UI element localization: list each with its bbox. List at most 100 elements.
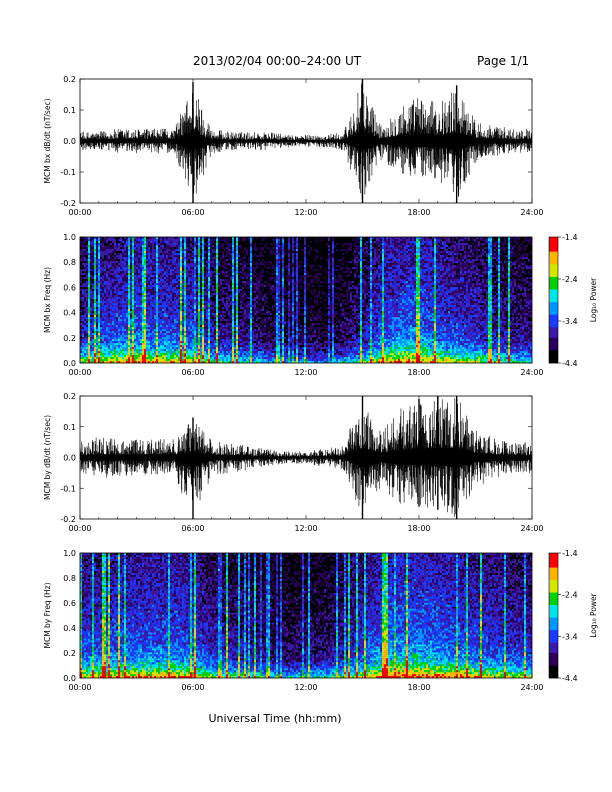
spectrogram-cell xyxy=(204,271,206,273)
spectrogram-cell xyxy=(152,299,154,301)
spectrogram-cell xyxy=(192,293,194,295)
spectrogram-cell xyxy=(146,285,148,287)
spectrogram-cell xyxy=(84,257,86,259)
spectrogram-cell xyxy=(130,307,132,309)
spectrogram-cell xyxy=(126,355,128,357)
spectrogram-cell xyxy=(196,339,198,341)
spectrogram-cell xyxy=(130,293,132,295)
spectrogram-cell xyxy=(186,311,188,313)
spectrogram-cell xyxy=(114,273,116,275)
spectrogram-cell xyxy=(216,245,218,247)
spectrogram-cell xyxy=(116,287,118,289)
spectrogram-cell xyxy=(144,245,146,247)
spectrogram-cell xyxy=(194,327,196,329)
spectrogram-cell xyxy=(106,273,108,275)
spectrogram-cell xyxy=(172,351,174,353)
spectrogram-cell xyxy=(164,357,166,359)
spectrogram-cell xyxy=(180,359,182,361)
spectrogram-cell xyxy=(168,321,170,323)
spectrogram-cell xyxy=(100,311,102,313)
spectrogram-cell xyxy=(214,241,216,243)
spectrogram-cell xyxy=(166,259,168,261)
spectrogram-cell xyxy=(136,331,138,333)
spectrogram-cell xyxy=(156,303,158,305)
spectrogram-cell xyxy=(154,311,156,313)
spectrogram-cell xyxy=(174,303,176,305)
spectrogram-cell xyxy=(88,247,90,249)
spectrogram-cell xyxy=(170,359,172,361)
spectrogram-cell xyxy=(202,329,204,331)
spectrogram-cell xyxy=(192,309,194,311)
spectrogram-cell xyxy=(96,287,98,289)
spectrogram-cell xyxy=(100,267,102,269)
spectrogram-cell xyxy=(82,251,84,253)
spectrogram-cell xyxy=(208,313,210,315)
spectrogram-cell xyxy=(88,333,90,335)
spectrogram-cell xyxy=(106,359,108,361)
spectrogram-cell xyxy=(196,287,198,289)
spectrogram-cell xyxy=(142,285,144,287)
spectrogram-cell xyxy=(156,247,158,249)
spectrogram-cell xyxy=(90,307,92,309)
spectrogram-cell xyxy=(204,255,206,257)
spectrogram-cell xyxy=(128,311,130,313)
spectrogram-cell xyxy=(136,257,138,259)
spectrogram-cell xyxy=(166,267,168,269)
spectrogram-cell xyxy=(144,321,146,323)
spectrogram-cell xyxy=(158,249,160,251)
spectrogram-cell xyxy=(176,287,178,289)
spectrogram-cell xyxy=(144,357,146,359)
spectrogram-cell xyxy=(104,287,106,289)
spectrogram-cell xyxy=(206,267,208,269)
spectrogram-cell xyxy=(206,341,208,343)
spectrogram-cell xyxy=(118,309,120,311)
spectrogram-cell xyxy=(128,259,130,261)
spectrogram-cell xyxy=(156,351,158,353)
spectrogram-cell xyxy=(128,321,130,323)
spectrogram-cell xyxy=(128,303,130,305)
spectrogram-cell xyxy=(186,285,188,287)
spectrogram-cell xyxy=(104,295,106,297)
spectrogram-cell xyxy=(178,287,180,289)
spectrogram-cell xyxy=(198,301,200,303)
spectrogram-cell xyxy=(160,299,162,301)
spectrogram-cell xyxy=(92,271,94,273)
spectrogram-cell xyxy=(148,303,150,305)
spectrogram-cell xyxy=(174,333,176,335)
spectrogram-cell xyxy=(162,265,164,267)
spectrogram-cell xyxy=(118,255,120,257)
spectrogram-cell xyxy=(194,285,196,287)
spectrogram-cell xyxy=(108,327,110,329)
spectrogram-cell xyxy=(116,269,118,271)
spectrogram-cell xyxy=(210,323,212,325)
spectrogram-cell xyxy=(158,283,160,285)
spectrogram-cell xyxy=(116,337,118,339)
spectrogram-cell xyxy=(104,353,106,355)
spectrogram-cell xyxy=(92,291,94,293)
spectrogram-cell xyxy=(142,243,144,245)
spectrogram-cell xyxy=(188,341,190,343)
spectrogram-cell xyxy=(222,305,224,307)
spectrogram-cell xyxy=(210,325,212,327)
spectrogram-cell xyxy=(208,331,210,333)
spectrogram-cell xyxy=(114,243,116,245)
spectrogram-cell xyxy=(162,331,164,333)
spectrogram-cell xyxy=(196,335,198,337)
spectrogram-cell xyxy=(192,337,194,339)
spectrogram-cell xyxy=(196,327,198,329)
spectrogram-cell xyxy=(110,335,112,337)
spectrogram-cell xyxy=(106,311,108,313)
spectrogram-cell xyxy=(166,255,168,257)
spectrogram-cell xyxy=(144,295,146,297)
spectrogram-cell xyxy=(200,275,202,277)
spectrogram-cell xyxy=(94,311,96,313)
spectrogram-cell xyxy=(136,359,138,361)
spectrogram-cell xyxy=(154,289,156,291)
spectrogram-cell xyxy=(114,257,116,259)
spectrogram-cell xyxy=(140,359,142,361)
spectrogram-cell xyxy=(122,257,124,259)
spectrogram-cell xyxy=(218,247,220,249)
spectrogram-cell xyxy=(194,343,196,345)
spectrogram-cell xyxy=(186,339,188,341)
spectrogram-cell xyxy=(98,239,100,241)
